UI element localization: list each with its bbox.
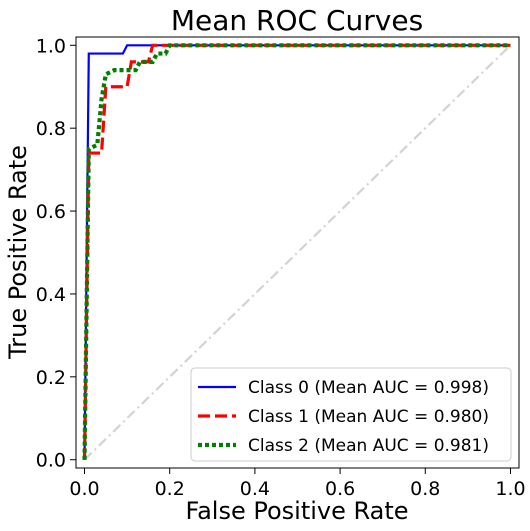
chart-title: Mean ROC Curves [171, 4, 423, 37]
legend-label-class-2: Class 2 (Mean AUC = 0.981) [248, 436, 489, 456]
series-line-class-1 [82, 43, 511, 460]
x-tick-label: 0.4 [240, 478, 270, 500]
reference-diagonal-line [83, 44, 512, 461]
plot-border [75, 36, 520, 469]
y-axis-ticks: 0.0 0.2 0.4 0.6 0.8 1.0 [36, 35, 76, 472]
x-axis-ticks: 0.0 0.2 0.4 0.6 0.8 1.0 [69, 468, 526, 500]
legend-items: Class 0 (Mean AUC = 0.998) Class 1 (Mean … [198, 378, 489, 456]
y-tick-label: 0.8 [36, 118, 66, 140]
legend-label-class-1: Class 1 (Mean AUC = 0.980) [248, 407, 489, 427]
x-axis-label: False Positive Rate [185, 497, 408, 525]
legend-label-class-0: Class 0 (Mean AUC = 0.998) [248, 378, 489, 398]
x-tick-label: 0.2 [155, 478, 185, 500]
series-line-class-2 [82, 43, 511, 460]
y-tick-label: 0.2 [36, 367, 66, 389]
series-layer [82, 43, 511, 460]
reference-line-layer [83, 44, 512, 461]
x-tick-label: 0.0 [69, 478, 99, 500]
x-tick-label: 0.6 [325, 478, 355, 500]
y-tick-label: 0.0 [36, 450, 66, 472]
y-tick-label: 0.6 [36, 201, 66, 223]
x-tick-label: 1.0 [495, 478, 525, 500]
y-axis-label: True Positive Rate [4, 145, 32, 360]
y-tick-label: 0.4 [36, 284, 66, 306]
x-tick-label: 0.8 [410, 478, 440, 500]
legend: Class 0 (Mean AUC = 0.998) Class 1 (Mean … [190, 367, 512, 462]
y-tick-label: 1.0 [36, 35, 66, 57]
legend-box [190, 367, 512, 462]
